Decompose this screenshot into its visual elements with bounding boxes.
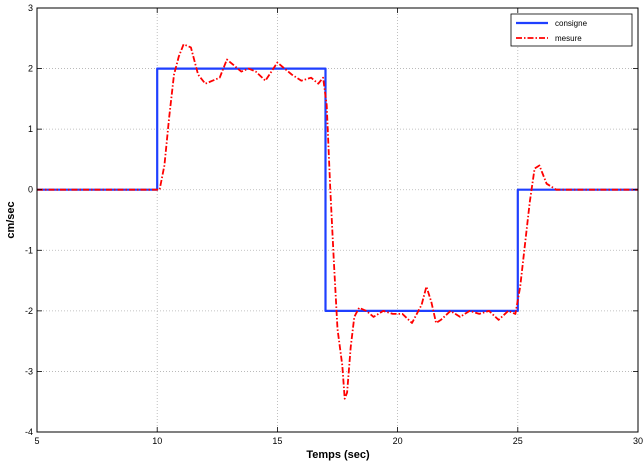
y-tick-label: -1 [25, 245, 33, 255]
legend-box [510, 13, 633, 47]
y-tick-labels: -4 -3 -2 -1 0 1 2 3 [25, 3, 33, 437]
x-tick-label: 10 [152, 436, 162, 446]
legend-label-consigne: consigne [555, 19, 588, 28]
x-axis-label: Temps (sec) [306, 449, 370, 461]
x-tick-label: 5 [34, 436, 39, 446]
plot-background [37, 8, 638, 432]
y-tick-label: 3 [28, 3, 33, 13]
y-axis-label: cm/sec [5, 201, 17, 238]
x-tick-label: 25 [513, 436, 523, 446]
plot-frame [36, 7, 639, 433]
series-layer [37, 43, 638, 400]
ticks [36, 7, 639, 433]
x-tick-labels: 5 10 15 20 25 30 [34, 436, 643, 446]
y-tick-label: 1 [28, 124, 33, 134]
y-tick-label: -2 [25, 306, 33, 316]
x-tick-label: 30 [633, 436, 643, 446]
series-line-mesure [37, 43, 638, 400]
x-tick-label: 20 [393, 436, 403, 446]
y-tick-label: -3 [25, 366, 33, 376]
y-tick-label: 0 [28, 185, 33, 195]
x-tick-label: 15 [272, 436, 282, 446]
legend: consigne mesure [510, 13, 633, 47]
legend-label-mesure: mesure [555, 34, 582, 43]
y-tick-label: -4 [25, 427, 33, 437]
series-line-consigne [37, 67, 638, 312]
y-tick-label: 2 [28, 64, 33, 74]
